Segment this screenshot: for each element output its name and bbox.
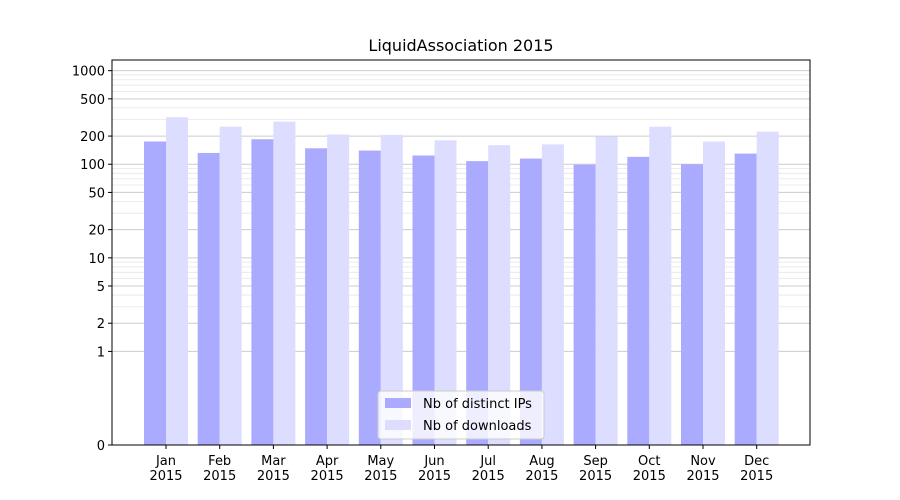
bar-distinct-ips: [197, 152, 220, 445]
bar-distinct-ips: [627, 156, 650, 446]
plot-area-frame: [111, 59, 811, 446]
x-axis-ticks: Jan 2015 Feb 2015 Mar 2015 Apr 2015 May 2015 Jun 20…: [149, 445, 773, 484]
y-tick-label: 5: [97, 280, 105, 295]
bar-distinct-ips: [734, 153, 757, 446]
legend-label-distinct-ips: Nb of distinct IPs: [423, 397, 532, 412]
bar-downloads: [703, 141, 725, 445]
x-tick-label: Jul 2015: [472, 454, 505, 484]
y-tick-label: 50: [88, 186, 105, 201]
y-tick-label: 1000: [72, 65, 105, 80]
bar-distinct-ips: [466, 161, 489, 445]
bar-distinct-ips: [358, 150, 381, 445]
x-tick-label: May 2015: [364, 454, 397, 484]
bar-downloads: [380, 134, 403, 446]
bar-distinct-ips: [305, 148, 328, 446]
bar-distinct-ips: [144, 141, 166, 445]
x-tick-label: Jun 2015: [418, 454, 451, 484]
bar-distinct-ips: [681, 164, 703, 445]
bar-downloads: [488, 145, 511, 445]
bar-downloads: [649, 126, 672, 445]
x-tick-label: Jan 2015: [149, 454, 182, 484]
bar-downloads: [219, 126, 242, 445]
y-tick-label: 500: [80, 93, 105, 108]
y-tick-label: 10: [88, 252, 105, 267]
bar-distinct-ips: [251, 139, 274, 445]
legend-swatch-distinct-ips: [385, 398, 411, 408]
bar-distinct-ips: [519, 158, 542, 445]
bar-downloads: [434, 140, 457, 445]
chart-title: LiquidAssociation 2015: [368, 36, 553, 55]
legend-swatch-downloads: [385, 420, 411, 430]
y-tick-label: 100: [80, 158, 105, 173]
bar-downloads: [756, 131, 779, 445]
x-tick-label: Aug 2015: [525, 454, 558, 484]
x-tick-label: Mar 2015: [257, 454, 290, 484]
legend: Nb of distinct IPs Nb of downloads: [377, 390, 545, 440]
bar-downloads: [166, 117, 188, 445]
x-tick-label: Feb 2015: [203, 454, 236, 484]
legend-box: [377, 390, 545, 440]
x-tick-label: Nov 2015: [686, 454, 719, 484]
x-tick-label: Oct 2015: [633, 454, 666, 484]
y-tick-label: 20: [88, 224, 105, 239]
legend-label-downloads: Nb of downloads: [423, 419, 532, 434]
x-tick-label: Sep 2015: [579, 454, 612, 484]
bar-downloads: [273, 121, 296, 446]
bar-downloads: [327, 134, 350, 445]
bar-distinct-ips: [412, 155, 435, 445]
y-tick-label: 200: [80, 130, 105, 145]
bar-distinct-ips: [573, 164, 596, 445]
bars: [144, 117, 779, 446]
x-tick-label: Apr 2015: [311, 454, 344, 484]
x-tick-label: Dec 2015: [740, 454, 773, 484]
y-tick-label: 1: [97, 345, 105, 360]
bar-downloads: [541, 144, 564, 445]
y-tick-label: 0: [97, 439, 105, 454]
y-tick-label: 2: [97, 317, 105, 332]
bar-downloads: [595, 136, 618, 445]
y-axis-ticks: 0 1 2 5 10 20 50 100 200 500 1000: [72, 65, 112, 454]
